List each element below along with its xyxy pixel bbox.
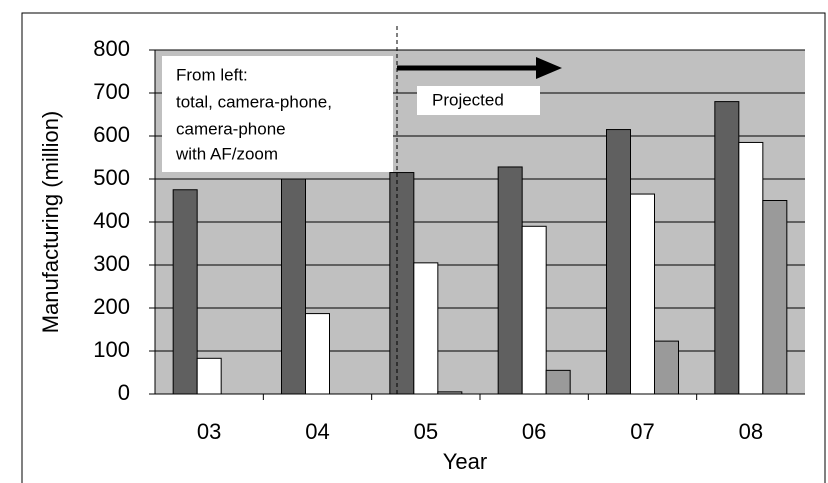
x-axis-label: Year: [443, 449, 487, 474]
projected-box: [417, 86, 540, 115]
bar: [714, 101, 740, 395]
bar: [521, 225, 547, 395]
y-axis-label: Manufacturing (million): [38, 111, 63, 334]
y-tick-label: 200: [93, 294, 130, 319]
note-line: total, camera-phone,: [176, 92, 332, 111]
y-tick-label: 300: [93, 251, 130, 276]
frame: [21, 12, 826, 483]
bar: [762, 200, 788, 395]
projected-label: Projected: [432, 90, 504, 109]
y-tick-label: 800: [93, 36, 130, 61]
y-tick-label: 100: [93, 337, 130, 362]
note-line: From left:: [176, 65, 248, 84]
bar: [413, 262, 439, 395]
x-tick-label: 08: [739, 419, 763, 444]
bar: [630, 193, 655, 395]
x-tick-label: 06: [522, 419, 546, 444]
y-tick-label: 500: [93, 165, 130, 190]
bar: [497, 166, 523, 395]
bar: [654, 340, 679, 395]
bar: [281, 178, 306, 395]
y-tick-label: 700: [93, 79, 130, 104]
x-tick-label: 07: [630, 419, 654, 444]
note-box: [162, 56, 393, 172]
bar: [172, 189, 198, 395]
arrow-head: [536, 57, 562, 79]
bar: [389, 172, 415, 395]
x-tick-label: 05: [414, 419, 438, 444]
bar: [606, 129, 631, 395]
y-tick-label: 400: [93, 208, 130, 233]
note-line: camera-phone: [176, 119, 286, 138]
x-tick-label: 04: [305, 419, 329, 444]
y-tick-label: 600: [93, 122, 130, 147]
bar: [196, 357, 222, 395]
bar: [305, 313, 330, 395]
y-tick-label: 0: [118, 380, 130, 405]
note-line: with AF/zoom: [175, 144, 278, 163]
bar: [738, 141, 764, 395]
bar: [545, 369, 571, 395]
x-tick-label: 03: [197, 419, 221, 444]
